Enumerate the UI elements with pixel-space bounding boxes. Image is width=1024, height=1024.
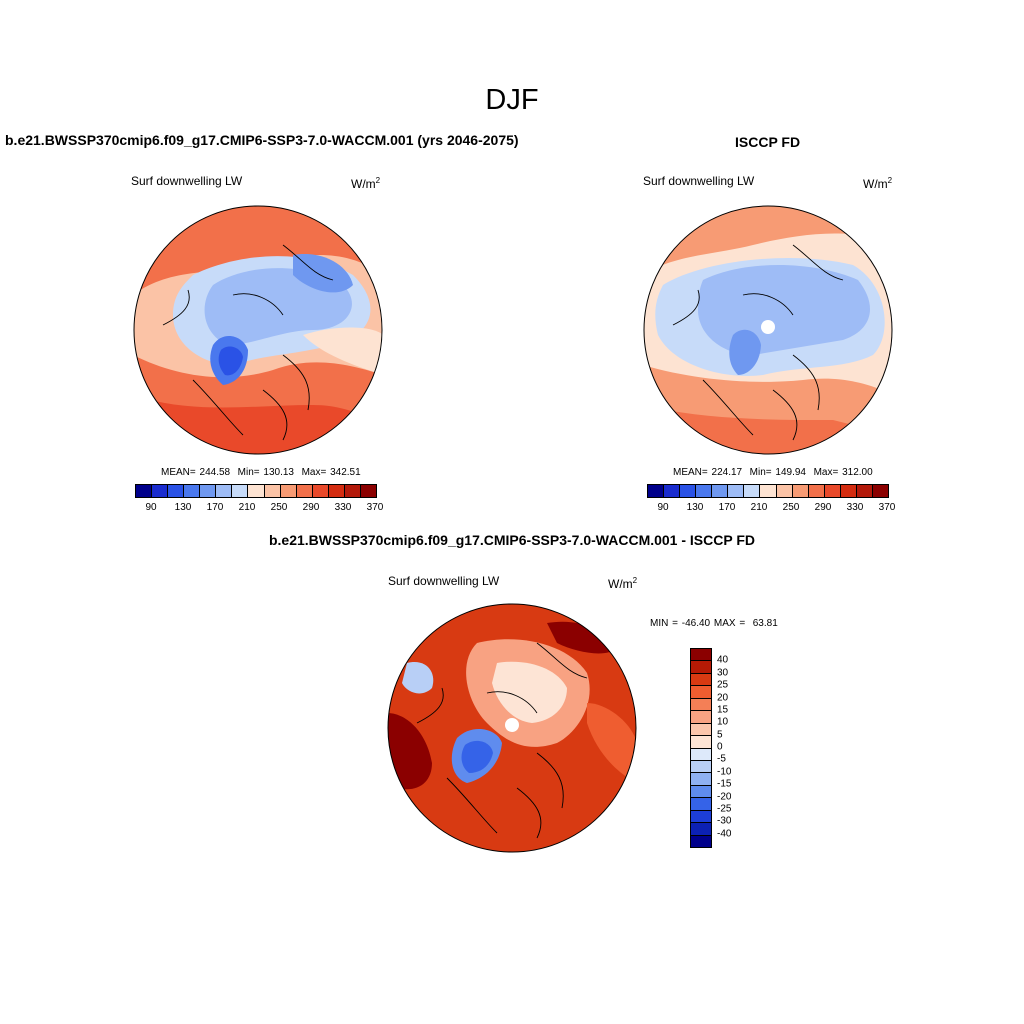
diff-colorbar-tick-label: 40 <box>717 654 729 666</box>
obs-colorbar <box>647 484 889 498</box>
obs-panel-title: ISCCP FD <box>735 134 801 150</box>
model-colorbar-swatch <box>264 485 281 497</box>
diff-colorbar-tick-label: 25 <box>717 679 729 691</box>
model-colorbar-ticks: 90 130 170 210 250 290 330 370 <box>135 502 383 514</box>
diff-colorbar-swatch <box>691 723 711 737</box>
model-colorbar-tick-label: 330 <box>334 502 352 513</box>
model-colorbar-tick-label: 250 <box>270 502 288 513</box>
model-colorbar-swatch <box>232 485 249 497</box>
model-colorbar-swatch <box>216 485 233 497</box>
model-colorbar-swatch <box>184 485 201 497</box>
model-colorbar-swatch <box>152 485 169 497</box>
diff-colorbar-swatch <box>691 773 711 786</box>
obs-colorbar-tick-label: 210 <box>750 502 768 513</box>
model-colorbar-swatch <box>312 485 329 497</box>
diff-colorbar-tick-label: -10 <box>717 766 732 778</box>
obs-colorbar-tick-label: 290 <box>814 502 832 513</box>
diff-units-label: W/m2 <box>608 576 638 591</box>
model-colorbar-swatch <box>280 485 297 497</box>
diff-colorbar-swatch <box>691 785 711 799</box>
obs-colorbar-swatch <box>648 485 665 497</box>
diff-colorbar-tick-label: 10 <box>717 716 729 728</box>
diff-colorbar-swatch <box>691 798 711 811</box>
diff-colorbar-swatch <box>691 810 711 824</box>
diff-colorbar-tick-label: 5 <box>717 729 723 741</box>
diff-colorbar-swatch <box>691 760 711 774</box>
obs-colorbar-swatch <box>872 485 888 497</box>
obs-colorbar-swatch <box>856 485 873 497</box>
model-colorbar <box>135 484 377 498</box>
obs-colorbar-tick-label: 250 <box>782 502 800 513</box>
diff-panel-title: b.e21.BWSSP370cmip6.f09_g17.CMIP6-SSP3-7… <box>268 532 755 548</box>
diff-colorbar-swatch <box>691 835 711 847</box>
diff-colorbar-swatch <box>691 649 711 662</box>
diff-colorbar-tick-label: -15 <box>717 778 732 790</box>
model-colorbar-swatch <box>136 485 153 497</box>
model-colorbar-tick-label: 170 <box>206 502 224 513</box>
obs-colorbar-tick-label: 330 <box>846 502 864 513</box>
obs-colorbar-tick-label: 170 <box>718 502 736 513</box>
obs-colorbar-swatch <box>808 485 825 497</box>
model-colorbar-swatch <box>296 485 313 497</box>
obs-colorbar-tick-label: 130 <box>686 502 704 513</box>
obs-colorbar-swatch <box>712 485 729 497</box>
model-colorbar-swatch <box>344 485 361 497</box>
diff-colorbar-tick-label: -5 <box>717 753 726 765</box>
diff-colorbar-swatch <box>691 711 711 724</box>
obs-colorbar-swatch <box>840 485 857 497</box>
obs-colorbar-tick-label: 370 <box>878 502 896 513</box>
model-colorbar-swatch <box>248 485 265 497</box>
diff-colorbar-swatch <box>691 673 711 687</box>
model-polar-map <box>133 205 383 455</box>
diff-variable-label: Surf downwelling LW <box>388 574 500 588</box>
obs-colorbar-tick-label: 90 <box>657 502 669 513</box>
model-colorbar-swatch <box>360 485 376 497</box>
obs-colorbar-swatch <box>744 485 761 497</box>
diff-colorbar-tick-label: -25 <box>717 803 732 815</box>
diff-colorbar-swatch <box>691 698 711 712</box>
model-colorbar-tick-label: 290 <box>302 502 320 513</box>
diff-polar-map <box>387 603 637 853</box>
obs-stats: MEAN= 224.17 Min= 149.94 Max= 312.00 <box>673 467 873 478</box>
diff-colorbar-ticks: 40 30 25 20 15 10 5 0 -5 -10 -15 -20 -25 -30 -40 <box>717 648 757 846</box>
obs-colorbar-swatch <box>728 485 745 497</box>
obs-colorbar-ticks: 90 130 170 210 250 290 330 370 <box>647 502 895 514</box>
obs-units-label: W/m2 <box>863 176 893 191</box>
obs-colorbar-swatch <box>696 485 713 497</box>
main-title: DJF <box>485 84 539 116</box>
diff-colorbar-tick-label: 15 <box>717 704 729 716</box>
obs-colorbar-swatch <box>824 485 841 497</box>
diff-stats: MIN = -46.40 MAX = 63.81 <box>650 618 778 629</box>
diff-colorbar-tick-label: 0 <box>717 741 723 753</box>
obs-colorbar-swatch <box>760 485 777 497</box>
model-colorbar-swatch <box>328 485 345 497</box>
obs-colorbar-swatch <box>776 485 793 497</box>
diff-colorbar-tick-label: -40 <box>717 828 732 840</box>
model-colorbar-swatch <box>200 485 217 497</box>
obs-colorbar-swatch <box>680 485 697 497</box>
model-panel-title: b.e21.BWSSP370cmip6.f09_g17.CMIP6-SSP3-7… <box>5 132 519 148</box>
obs-colorbar-swatch <box>792 485 809 497</box>
model-colorbar-tick-label: 130 <box>174 502 192 513</box>
diff-colorbar-tick-label: -30 <box>717 815 732 827</box>
model-colorbar-tick-label: 210 <box>238 502 256 513</box>
diff-colorbar-tick-label: 20 <box>717 692 729 703</box>
model-stats: MEAN= 244.58 Min= 130.13 Max= 342.51 <box>161 467 361 478</box>
diff-colorbar-swatch <box>691 661 711 674</box>
diff-colorbar-swatch <box>691 736 711 749</box>
diff-colorbar-swatch <box>691 823 711 836</box>
model-variable-label: Surf downwelling LW <box>131 174 243 188</box>
diff-colorbar <box>690 648 712 848</box>
model-units-label: W/m2 <box>351 176 381 191</box>
diff-colorbar-swatch <box>691 748 711 761</box>
model-colorbar-swatch <box>168 485 185 497</box>
diff-colorbar-swatch <box>691 686 711 699</box>
diff-colorbar-tick-label: 30 <box>717 667 729 679</box>
obs-colorbar-swatch <box>664 485 681 497</box>
model-colorbar-tick-label: 90 <box>145 502 157 513</box>
obs-variable-label: Surf downwelling LW <box>643 174 755 188</box>
model-colorbar-tick-label: 370 <box>366 502 384 513</box>
diff-colorbar-tick-label: -20 <box>717 791 732 802</box>
obs-polar-map <box>643 205 893 455</box>
